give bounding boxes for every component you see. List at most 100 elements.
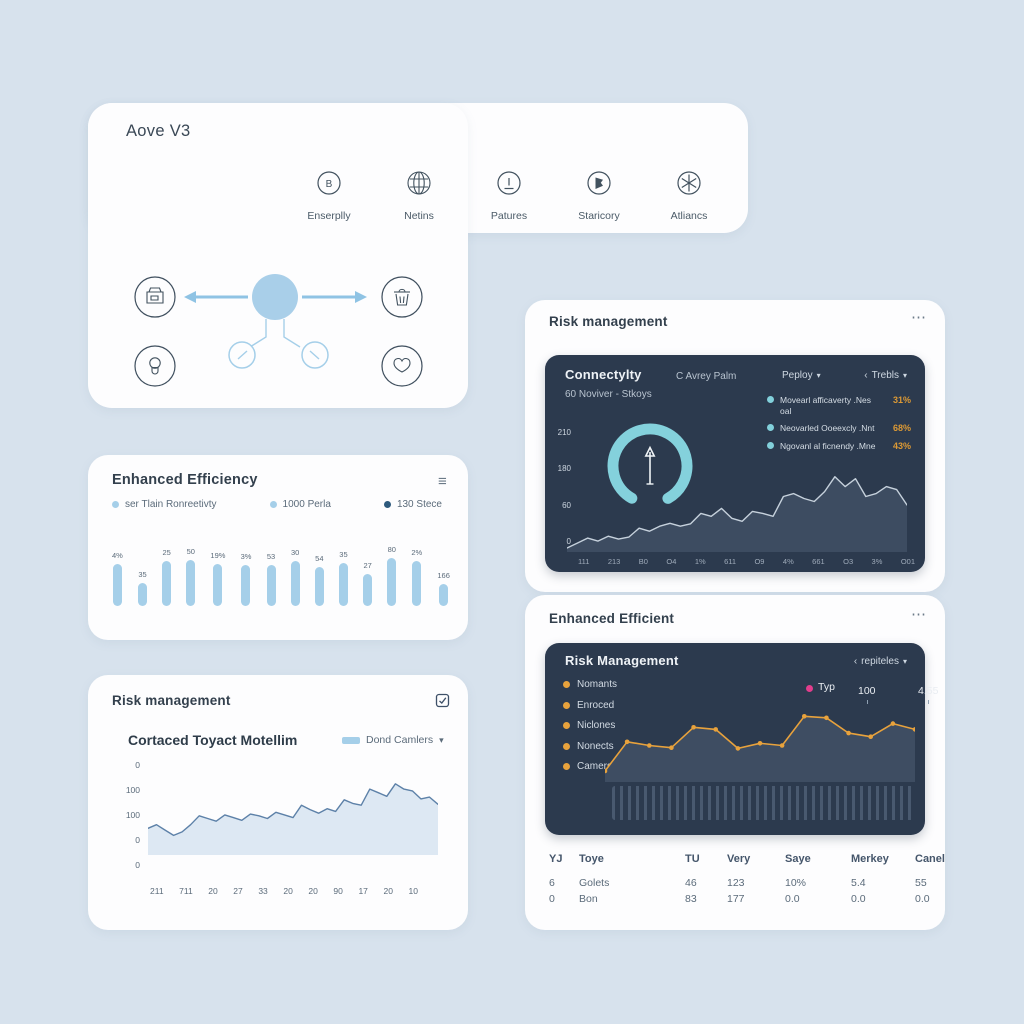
bar-rect <box>290 561 300 606</box>
nav-item-patures[interactable]: Patures <box>470 168 548 222</box>
pen-icon <box>584 168 614 203</box>
axis-tick-label: 27 <box>233 886 243 896</box>
legend-label: 130 Stece <box>396 499 442 510</box>
panel-legend-item: Enroced <box>563 700 617 711</box>
trends-dropdown-label: Trebls <box>871 370 899 381</box>
axis-tick-label: 60 <box>562 500 571 510</box>
bar: 27 <box>363 561 373 606</box>
bar-value-label: 166 <box>437 571 450 580</box>
checkbox-icon[interactable] <box>435 693 450 713</box>
panel-legend-item: Movearl afficaverty .Nes oal 31% <box>767 395 911 416</box>
legend-label: Niclones <box>577 720 616 731</box>
bar: 80 <box>387 545 397 606</box>
table-cell: Golets <box>579 877 610 889</box>
axis-tick-label: 0 <box>135 835 140 845</box>
bar-rect <box>213 564 223 606</box>
legend-dot <box>563 722 570 729</box>
bar: 3% <box>241 552 251 606</box>
legend-label: ser Tlain Ronreetivty <box>125 499 217 510</box>
flow-card-title: Aove V3 <box>126 122 191 140</box>
svg-text:B: B <box>326 179 333 190</box>
legend-dot <box>563 763 570 770</box>
series-dropdown[interactable]: Dond Camlers ▾ <box>342 734 444 746</box>
table-header-cell: Canel <box>915 853 945 865</box>
chevron-down-icon: ▾ <box>816 371 821 380</box>
asterisk-icon <box>674 168 704 203</box>
connectivity-area-chart <box>567 476 907 552</box>
legend-label-text: Ngovanl al ficnendy .Mne <box>780 440 876 451</box>
hub-node <box>252 274 298 320</box>
axis-tick-label: 20 <box>383 886 393 896</box>
dots-menu-icon[interactable]: ⋯ <box>911 606 926 623</box>
bar-value-label: 19% <box>210 551 226 560</box>
connectivity-legend: Movearl afficaverty .Nes oal 31% Neovarled … <box>767 395 911 459</box>
bar-rect <box>387 558 397 606</box>
bar-value-label: 53 <box>266 552 276 561</box>
typ-dot-icon <box>806 685 813 692</box>
bar: 53 <box>266 552 276 606</box>
gauge-ring <box>607 423 693 509</box>
table-header-cell: YJ <box>549 853 563 865</box>
axis-tick-label: O9 <box>754 557 765 566</box>
bar-rect <box>186 560 196 606</box>
flow-diagram <box>134 274 423 387</box>
legend-label: Nomants <box>577 679 618 690</box>
legend-dot <box>383 501 391 508</box>
bar: 4% <box>112 551 123 606</box>
axis-tick-label: 211 <box>150 886 164 896</box>
deploy-dropdown[interactable]: Peploy ▾ <box>782 370 821 381</box>
legend-dot <box>563 742 570 750</box>
legend-label: Nonects <box>577 740 614 752</box>
nav-item-staricory[interactable]: Staricory <box>560 168 638 222</box>
chevron-down-icon: ▾ <box>902 371 907 380</box>
repiteles-dropdown[interactable]: ‹ repiteles ▾ <box>854 656 907 667</box>
axis-tick-label: 17 <box>358 886 368 896</box>
bar-value-label: 30 <box>291 548 300 557</box>
legend-value: 43% <box>892 440 911 451</box>
legend-value: 31% <box>892 395 911 405</box>
nav-item-netins[interactable]: Netins <box>380 168 458 222</box>
efficiency-bar-chart: 4% 35 25 50 19% 3% 53 30 54 35 27 80 2% 166 <box>112 532 450 606</box>
bar-value-label: 25 <box>162 548 171 557</box>
table-cell: 0.0 <box>915 893 930 905</box>
bar-rect <box>137 583 147 606</box>
legend-dot <box>112 501 119 508</box>
stat-value-2: 4.55 <box>917 685 939 697</box>
axis-tick-label: O4 <box>666 557 677 566</box>
legend-item: 130 Stece <box>383 499 442 510</box>
flow-nav: B Enserplly Netins Patures Staricory Atl… <box>290 168 728 222</box>
deploy-dropdown-label: Peploy <box>782 370 813 381</box>
axis-tick-label: 100 <box>125 785 140 795</box>
axis-tick-label: 20 <box>208 886 218 896</box>
axis-tick-label: 1% <box>694 557 706 566</box>
dots-menu-icon[interactable]: ⋯ <box>911 309 926 326</box>
legend-label: Movearl afficaverty .Nes oal <box>780 395 887 416</box>
legend-dot <box>767 396 774 403</box>
table-cell: 55 <box>915 877 927 889</box>
axis-tick-label: 0 <box>566 536 571 546</box>
efficiency-legend: ser Tlain Ronreetivty 1000 Perla 130 Stece <box>112 499 442 510</box>
nav-item-atliancs[interactable]: Atliancs <box>650 168 728 222</box>
efficient-title: Enhanced Efficient <box>549 611 675 626</box>
risk-left-x-axis: 211 711 20 27 33 20 20 90 17 20 10 <box>150 886 418 896</box>
typ-stat-label: Typ <box>818 681 835 693</box>
repiteles-dropdown-label: repiteles <box>861 656 899 667</box>
bar-value-label: 2% <box>411 548 423 557</box>
table-cell: 10% <box>785 877 807 889</box>
hamburger-menu-icon[interactable]: ≡ <box>438 473 447 490</box>
globe-icon <box>404 168 434 203</box>
bar-value-label: 4% <box>112 551 123 560</box>
legend-label: 1000 Perla <box>282 499 331 510</box>
axis-tick-label: 90 <box>333 886 343 896</box>
axis-tick-label: 20 <box>308 886 318 896</box>
trends-dropdown[interactable]: ‹ Trebls ▾ <box>864 370 907 381</box>
axis-tick-label: 3% <box>871 557 883 566</box>
legend-dot <box>563 701 570 709</box>
stat-value-1: 100 <box>858 685 876 697</box>
axis-tick-label: B0 <box>638 557 648 566</box>
table-header-cell: Saye <box>785 853 811 865</box>
nav-item-enserplly[interactable]: B Enserplly <box>290 168 368 222</box>
legend-label-text: Movearl afficaverty .Nes <box>780 395 872 405</box>
trash-icon <box>394 288 410 306</box>
